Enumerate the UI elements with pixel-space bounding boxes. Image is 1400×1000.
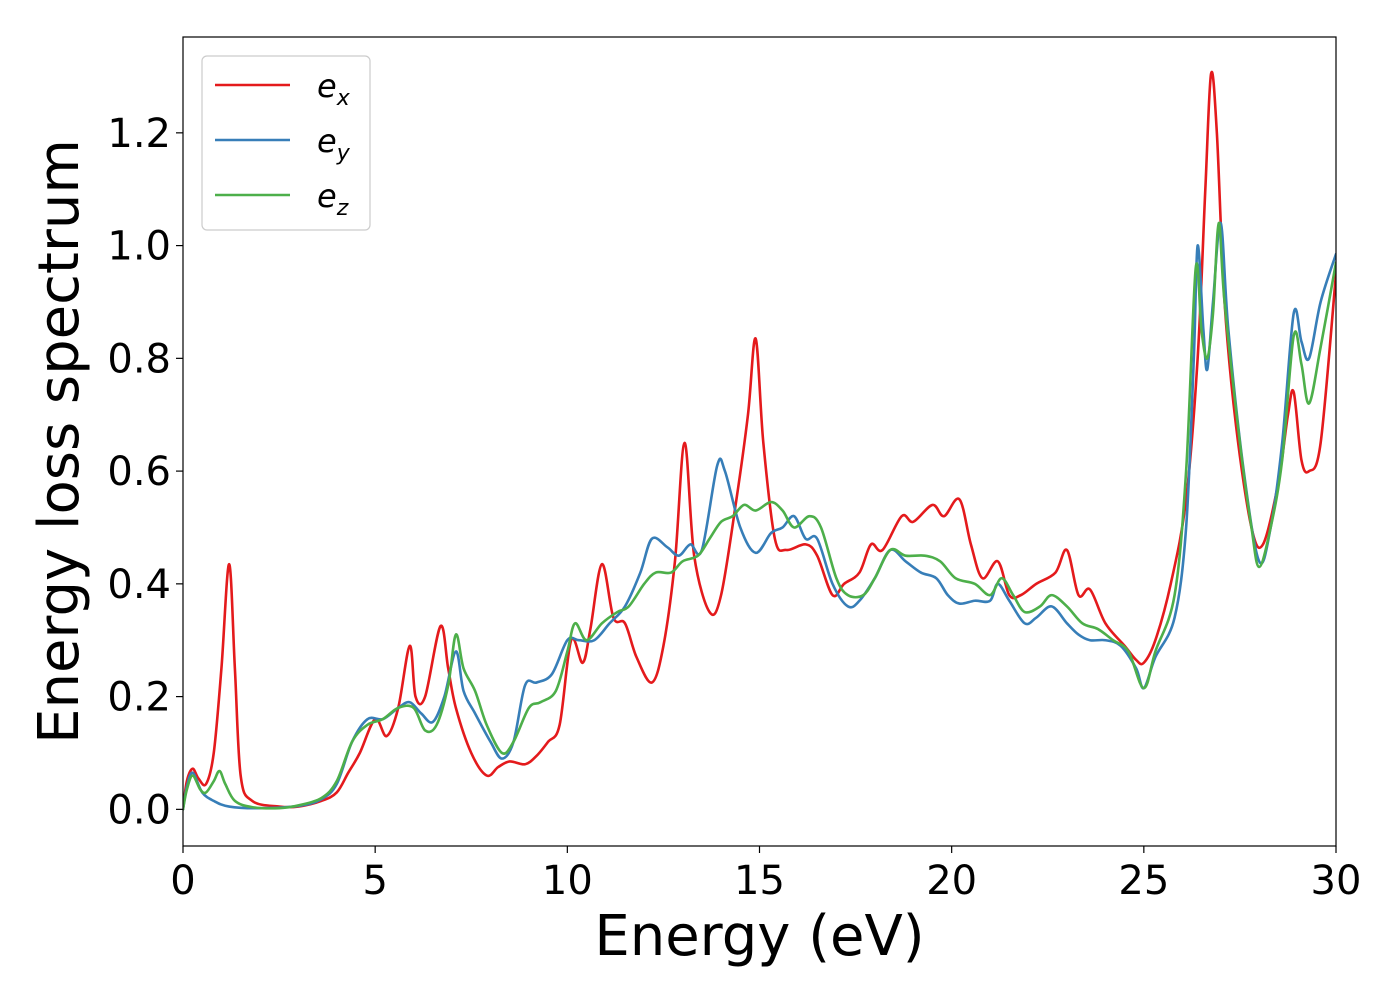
legend: ex ey ez	[201, 55, 371, 231]
legend-label-y: ey	[317, 122, 351, 166]
y-tick-label: 0.8	[107, 336, 171, 382]
x-axis-label: Energy (eV)	[594, 904, 924, 969]
y-axis-label: Energy loss spectrum	[27, 139, 92, 744]
series-line-z	[183, 221, 1336, 811]
x-tick-label: 15	[734, 858, 785, 904]
plot-lines	[183, 70, 1336, 811]
x-tick-label: 5	[362, 858, 387, 904]
y-axis: 0.0 0.2 0.4 0.6 0.8 1.0 1.2	[107, 111, 183, 833]
legend-label-x: ex	[317, 67, 351, 111]
series-line-x	[183, 70, 1336, 811]
x-tick-label: 20	[926, 858, 977, 904]
y-tick-label: 1.0	[107, 224, 171, 270]
y-tick-label: 0.4	[107, 562, 171, 608]
legend-label-z: ez	[317, 177, 349, 221]
y-tick-label: 0.0	[107, 787, 171, 833]
x-tick-label: 30	[1311, 858, 1362, 904]
y-tick-label: 1.2	[107, 111, 171, 157]
y-tick-label: 0.2	[107, 675, 171, 721]
x-tick-label: 25	[1118, 858, 1169, 904]
legend-box	[201, 55, 371, 231]
x-axis: 0 5 10 15 20 25 30	[170, 846, 1361, 904]
series-line-y	[183, 221, 1336, 811]
x-tick-label: 10	[542, 858, 593, 904]
y-tick-label: 0.6	[107, 449, 171, 495]
x-tick-label: 0	[170, 858, 195, 904]
